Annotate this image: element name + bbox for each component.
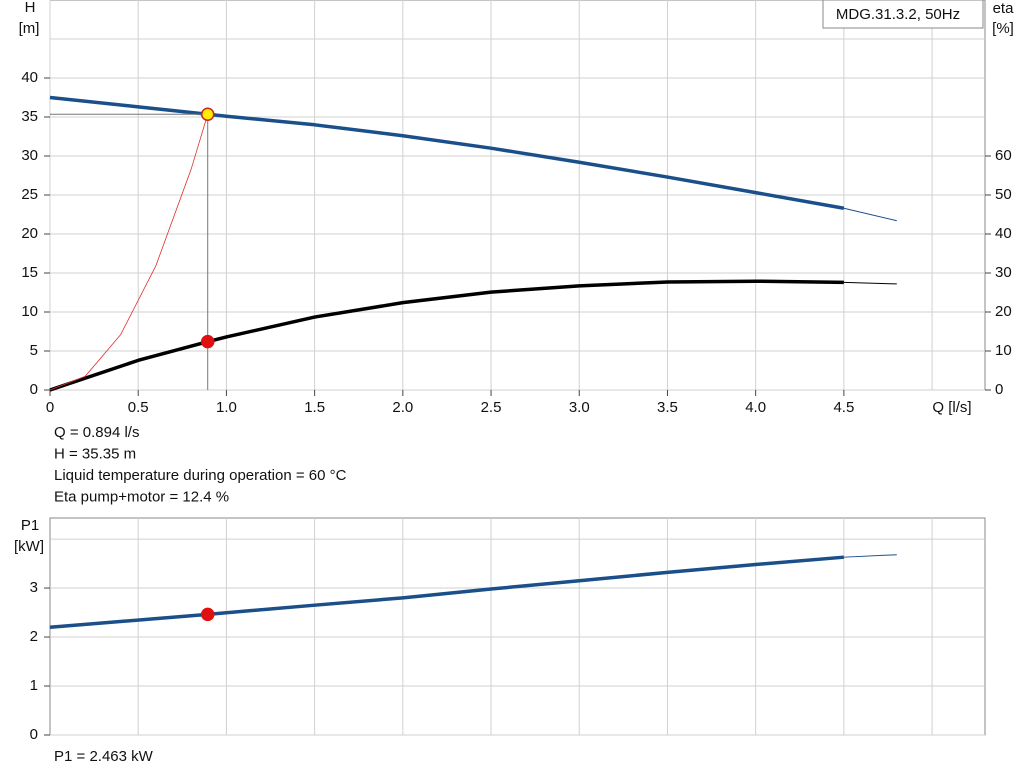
info-text: Eta pump+motor = 12.4 % [54, 488, 229, 505]
curve [49, 279, 844, 392]
y-tick-label: 30 [21, 147, 38, 164]
curve [843, 554, 897, 558]
y2-axis-unit: [%] [992, 20, 1014, 37]
y-tick-label: 0 [30, 726, 38, 743]
y-tick-label: 1 [30, 677, 38, 694]
y2-axis-label: eta [993, 0, 1015, 17]
curve [843, 207, 897, 222]
x-tick-label: 4.0 [745, 399, 766, 416]
info-text: Liquid temperature during operation = 60… [54, 467, 347, 484]
y2-tick-label: 50 [995, 186, 1012, 203]
y2-tick-label: 20 [995, 303, 1012, 320]
y-tick-label: 20 [21, 225, 38, 242]
x-tick-label: 2.5 [481, 399, 502, 416]
y-tick-label: 35 [21, 108, 38, 125]
x-tick-label: 2.0 [392, 399, 413, 416]
plot-area [49, 517, 986, 736]
curve [843, 281, 897, 285]
x-tick-label: 0.5 [128, 399, 149, 416]
operating-point [200, 607, 215, 622]
x-tick-label: 3.5 [657, 399, 678, 416]
x-tick-label: 1.0 [216, 399, 237, 416]
y-axis-unit: [kW] [14, 538, 44, 555]
operating-point [200, 107, 215, 122]
y-axis-unit: [m] [19, 20, 40, 37]
info-text: Q = 0.894 l/s [54, 424, 139, 441]
x-tick-label: 3.0 [569, 399, 590, 416]
x-tick-label: 4.5 [833, 399, 854, 416]
x-tick-label: 1.5 [304, 399, 325, 416]
y2-tick-label: 10 [995, 342, 1012, 359]
curve [49, 114, 209, 391]
legend-box [822, 0, 984, 29]
info-text: H = 35.35 m [54, 445, 136, 462]
y-tick-label: 5 [30, 342, 38, 359]
y-tick-label: 15 [21, 264, 38, 281]
y-tick-label: 10 [21, 303, 38, 320]
y-tick-label: 3 [30, 579, 38, 596]
legend-text: MDG.31.3.2, 50Hz [836, 6, 960, 23]
y-tick-label: 2 [30, 628, 38, 645]
y-tick-label: 0 [30, 381, 38, 398]
y2-tick-label: 60 [995, 147, 1012, 164]
curve [49, 95, 845, 210]
curve [49, 555, 845, 629]
y2-tick-label: 0 [995, 381, 1003, 398]
y-tick-label: 40 [21, 69, 38, 86]
y2-tick-label: 40 [995, 225, 1012, 242]
y-axis-label: P1 [21, 517, 39, 534]
y-axis-label: H [25, 0, 36, 16]
y-tick-label: 25 [21, 186, 38, 203]
x-tick-label: 0 [46, 399, 54, 416]
x-axis-label: Q [l/s] [932, 399, 971, 416]
info-text: P1 = 2.463 kW [54, 748, 154, 765]
y2-tick-label: 30 [995, 264, 1012, 281]
operating-point [200, 334, 215, 349]
